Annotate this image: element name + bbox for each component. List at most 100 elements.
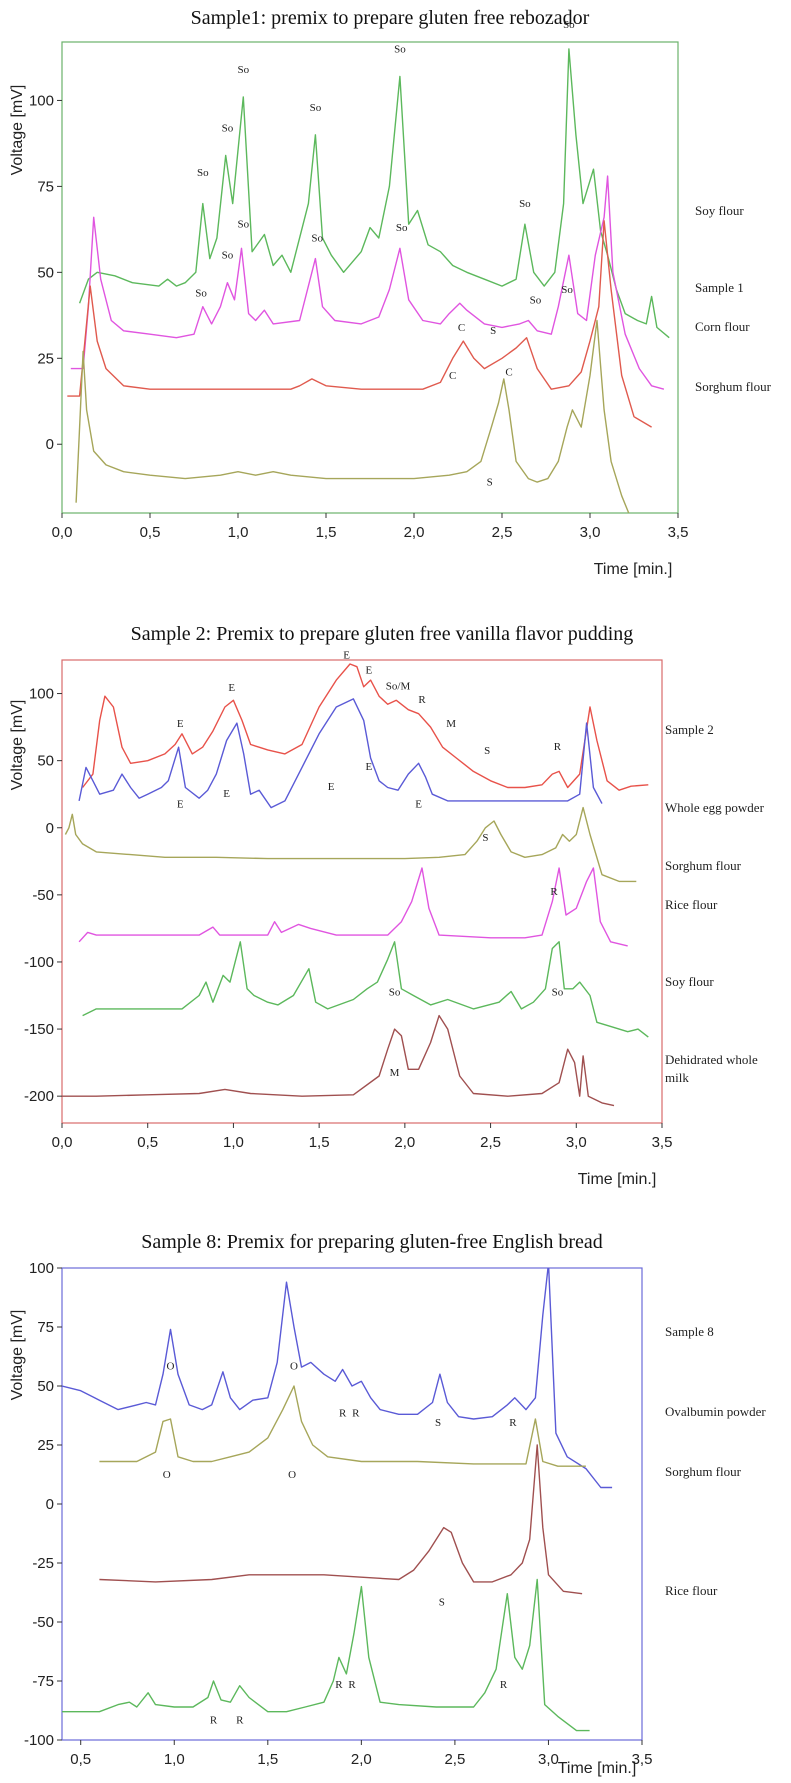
x-tick-label: 3,0 — [566, 1134, 587, 1151]
legend-entry: Rice flour — [665, 1583, 718, 1598]
peak-annotation: M — [390, 1067, 400, 1079]
y-tick-label: 0 — [46, 820, 54, 837]
peak-annotation: R — [210, 1714, 218, 1726]
x-tick-label: 1,0 — [164, 1751, 185, 1768]
series-line-corn-flour — [67, 220, 652, 428]
y-tick-label: 0 — [46, 1496, 54, 1513]
y-tick-label: 100 — [29, 686, 54, 703]
series-line-sorghum-flour — [64, 806, 637, 883]
chart-title: Sample1: premix to prepare gluten free r… — [191, 7, 590, 29]
y-tick-label: 100 — [29, 92, 54, 109]
x-tick-label: 3,0 — [580, 524, 601, 541]
x-tick-label: 2,0 — [394, 1134, 415, 1151]
y-tick-label: -50 — [32, 887, 54, 904]
series-line-rice-flour — [78, 867, 628, 947]
peak-annotation: R — [348, 1679, 356, 1691]
x-tick-label: 0,0 — [52, 524, 73, 541]
plot-frame — [61, 41, 679, 514]
legend-entry: Soy flour — [695, 203, 744, 218]
peak-annotation: So — [195, 287, 207, 299]
y-axis-label: Voltage [mV] — [9, 85, 26, 176]
peak-annotation: R — [554, 741, 562, 753]
series-line-ovalbumin-powder — [99, 1385, 586, 1467]
peak-annotation: C — [505, 366, 512, 378]
peak-annotation: R — [500, 1679, 508, 1691]
y-tick-label: 25 — [37, 350, 54, 367]
peak-annotation: O — [288, 1469, 296, 1481]
legend-entry: Rice flour — [665, 897, 718, 912]
peak-annotation: So — [563, 19, 575, 31]
peak-annotation: E — [365, 761, 372, 773]
peak-annotation: R — [236, 1714, 244, 1726]
legend-entry: Whole egg powder — [665, 800, 765, 815]
series-line-sample-1 — [70, 175, 665, 390]
peak-annotation: So — [237, 219, 249, 231]
peak-annotation: S — [487, 476, 493, 488]
chart-title: Sample 8: Premix for preparing gluten-fr… — [141, 1231, 603, 1253]
x-tick-label: 1,0 — [228, 524, 249, 541]
x-tick-label: 2,5 — [444, 1751, 465, 1768]
chart-3: Sample 8: Premix for preparing gluten-fr… — [9, 1231, 766, 1777]
peak-annotation: R — [550, 886, 558, 898]
x-tick-label: 1,5 — [257, 1751, 278, 1768]
series-line-sorghum-flour — [99, 1444, 583, 1595]
peak-annotation: O — [167, 1360, 175, 1372]
peak-annotation: So — [530, 294, 542, 306]
peak-annotation: So — [394, 43, 406, 55]
peak-annotation: So — [197, 167, 209, 179]
x-tick-label: 3,5 — [652, 1134, 673, 1151]
x-axis-label: Time [min.] — [578, 1171, 657, 1188]
peak-annotation: So — [552, 987, 564, 999]
peak-annotation: So — [222, 250, 234, 262]
peak-annotation: R — [352, 1408, 360, 1420]
peak-annotation: E — [228, 682, 235, 694]
peak-annotation: C — [458, 322, 465, 334]
legend-entry: Sorghum flour — [665, 858, 742, 873]
x-tick-label: 0,5 — [140, 524, 161, 541]
peak-annotation: E — [365, 664, 372, 676]
peak-annotation: So — [389, 987, 401, 999]
series-line-dehidrated-whole-milk — [62, 1014, 615, 1107]
y-tick-label: -200 — [24, 1088, 54, 1105]
x-axis-label: Time [min.] — [558, 1760, 637, 1777]
peak-annotation: So — [311, 232, 323, 244]
y-axis-label: Voltage [mV] — [9, 1310, 26, 1401]
x-tick-label: 0,5 — [137, 1134, 158, 1151]
peak-annotation: S — [482, 832, 488, 844]
peak-annotation: S — [484, 745, 490, 757]
peak-annotation: E — [223, 788, 230, 800]
peak-annotation: E — [415, 799, 422, 811]
peak-annotation: M — [446, 718, 456, 730]
series-line-soy-flour — [78, 48, 670, 339]
x-axis-label: Time [min.] — [594, 561, 673, 578]
legend-entry: Sorghum flour — [665, 1464, 742, 1479]
x-tick-label: 2,5 — [492, 524, 513, 541]
peak-annotation: So — [222, 122, 234, 134]
x-tick-label: 3,5 — [668, 524, 689, 541]
peak-annotation: E — [177, 799, 184, 811]
peak-annotation: So — [561, 284, 573, 296]
y-tick-label: 75 — [37, 178, 54, 195]
peak-annotation: So — [396, 222, 408, 234]
x-tick-label: 3,5 — [632, 1751, 653, 1768]
chart-2: Sample 2: Premix to prepare gluten free … — [9, 623, 765, 1188]
series-line-sorghum-flour — [75, 319, 630, 513]
x-tick-label: 2,0 — [351, 1751, 372, 1768]
legend-entry: Corn flour — [695, 319, 750, 334]
peak-annotation: S — [439, 1596, 445, 1608]
legend-entry: Sorghum flour — [695, 379, 772, 394]
peak-annotation: So/M — [386, 681, 411, 693]
chart-1: Sample1: premix to prepare gluten free r… — [9, 7, 772, 578]
y-tick-label: 100 — [29, 1260, 54, 1277]
peak-annotation: R — [509, 1417, 517, 1429]
series-line-sample-8 — [62, 1268, 613, 1489]
peak-annotation: So — [310, 102, 322, 114]
y-tick-label: -100 — [24, 954, 54, 971]
peak-annotation: S — [435, 1417, 441, 1429]
x-tick-label: 2,0 — [404, 524, 425, 541]
chart-title: Sample 2: Premix to prepare gluten free … — [131, 623, 634, 645]
y-axis-label: Voltage [mV] — [9, 700, 26, 791]
series-line-rice-flour — [62, 1578, 590, 1732]
